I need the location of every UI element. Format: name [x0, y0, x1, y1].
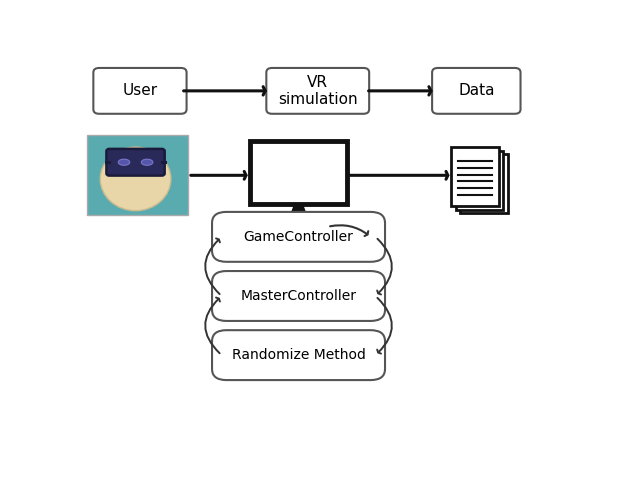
- Ellipse shape: [141, 159, 153, 165]
- FancyBboxPatch shape: [460, 154, 508, 213]
- FancyBboxPatch shape: [212, 212, 385, 262]
- Text: MasterController: MasterController: [241, 289, 356, 303]
- Text: User: User: [122, 84, 157, 98]
- FancyBboxPatch shape: [456, 151, 503, 209]
- Ellipse shape: [118, 159, 130, 165]
- FancyBboxPatch shape: [87, 135, 188, 215]
- FancyBboxPatch shape: [273, 219, 324, 228]
- Text: Randomize Method: Randomize Method: [232, 348, 365, 362]
- Text: GameController: GameController: [244, 230, 353, 244]
- Ellipse shape: [100, 147, 171, 211]
- FancyBboxPatch shape: [250, 141, 347, 204]
- FancyBboxPatch shape: [432, 68, 521, 114]
- FancyBboxPatch shape: [94, 68, 187, 114]
- FancyBboxPatch shape: [267, 68, 369, 114]
- Polygon shape: [288, 204, 309, 220]
- FancyBboxPatch shape: [212, 271, 385, 321]
- FancyBboxPatch shape: [451, 147, 499, 206]
- FancyBboxPatch shape: [107, 149, 165, 176]
- Text: Data: Data: [458, 84, 495, 98]
- FancyBboxPatch shape: [212, 330, 385, 380]
- Text: VR
simulation: VR simulation: [278, 75, 358, 107]
